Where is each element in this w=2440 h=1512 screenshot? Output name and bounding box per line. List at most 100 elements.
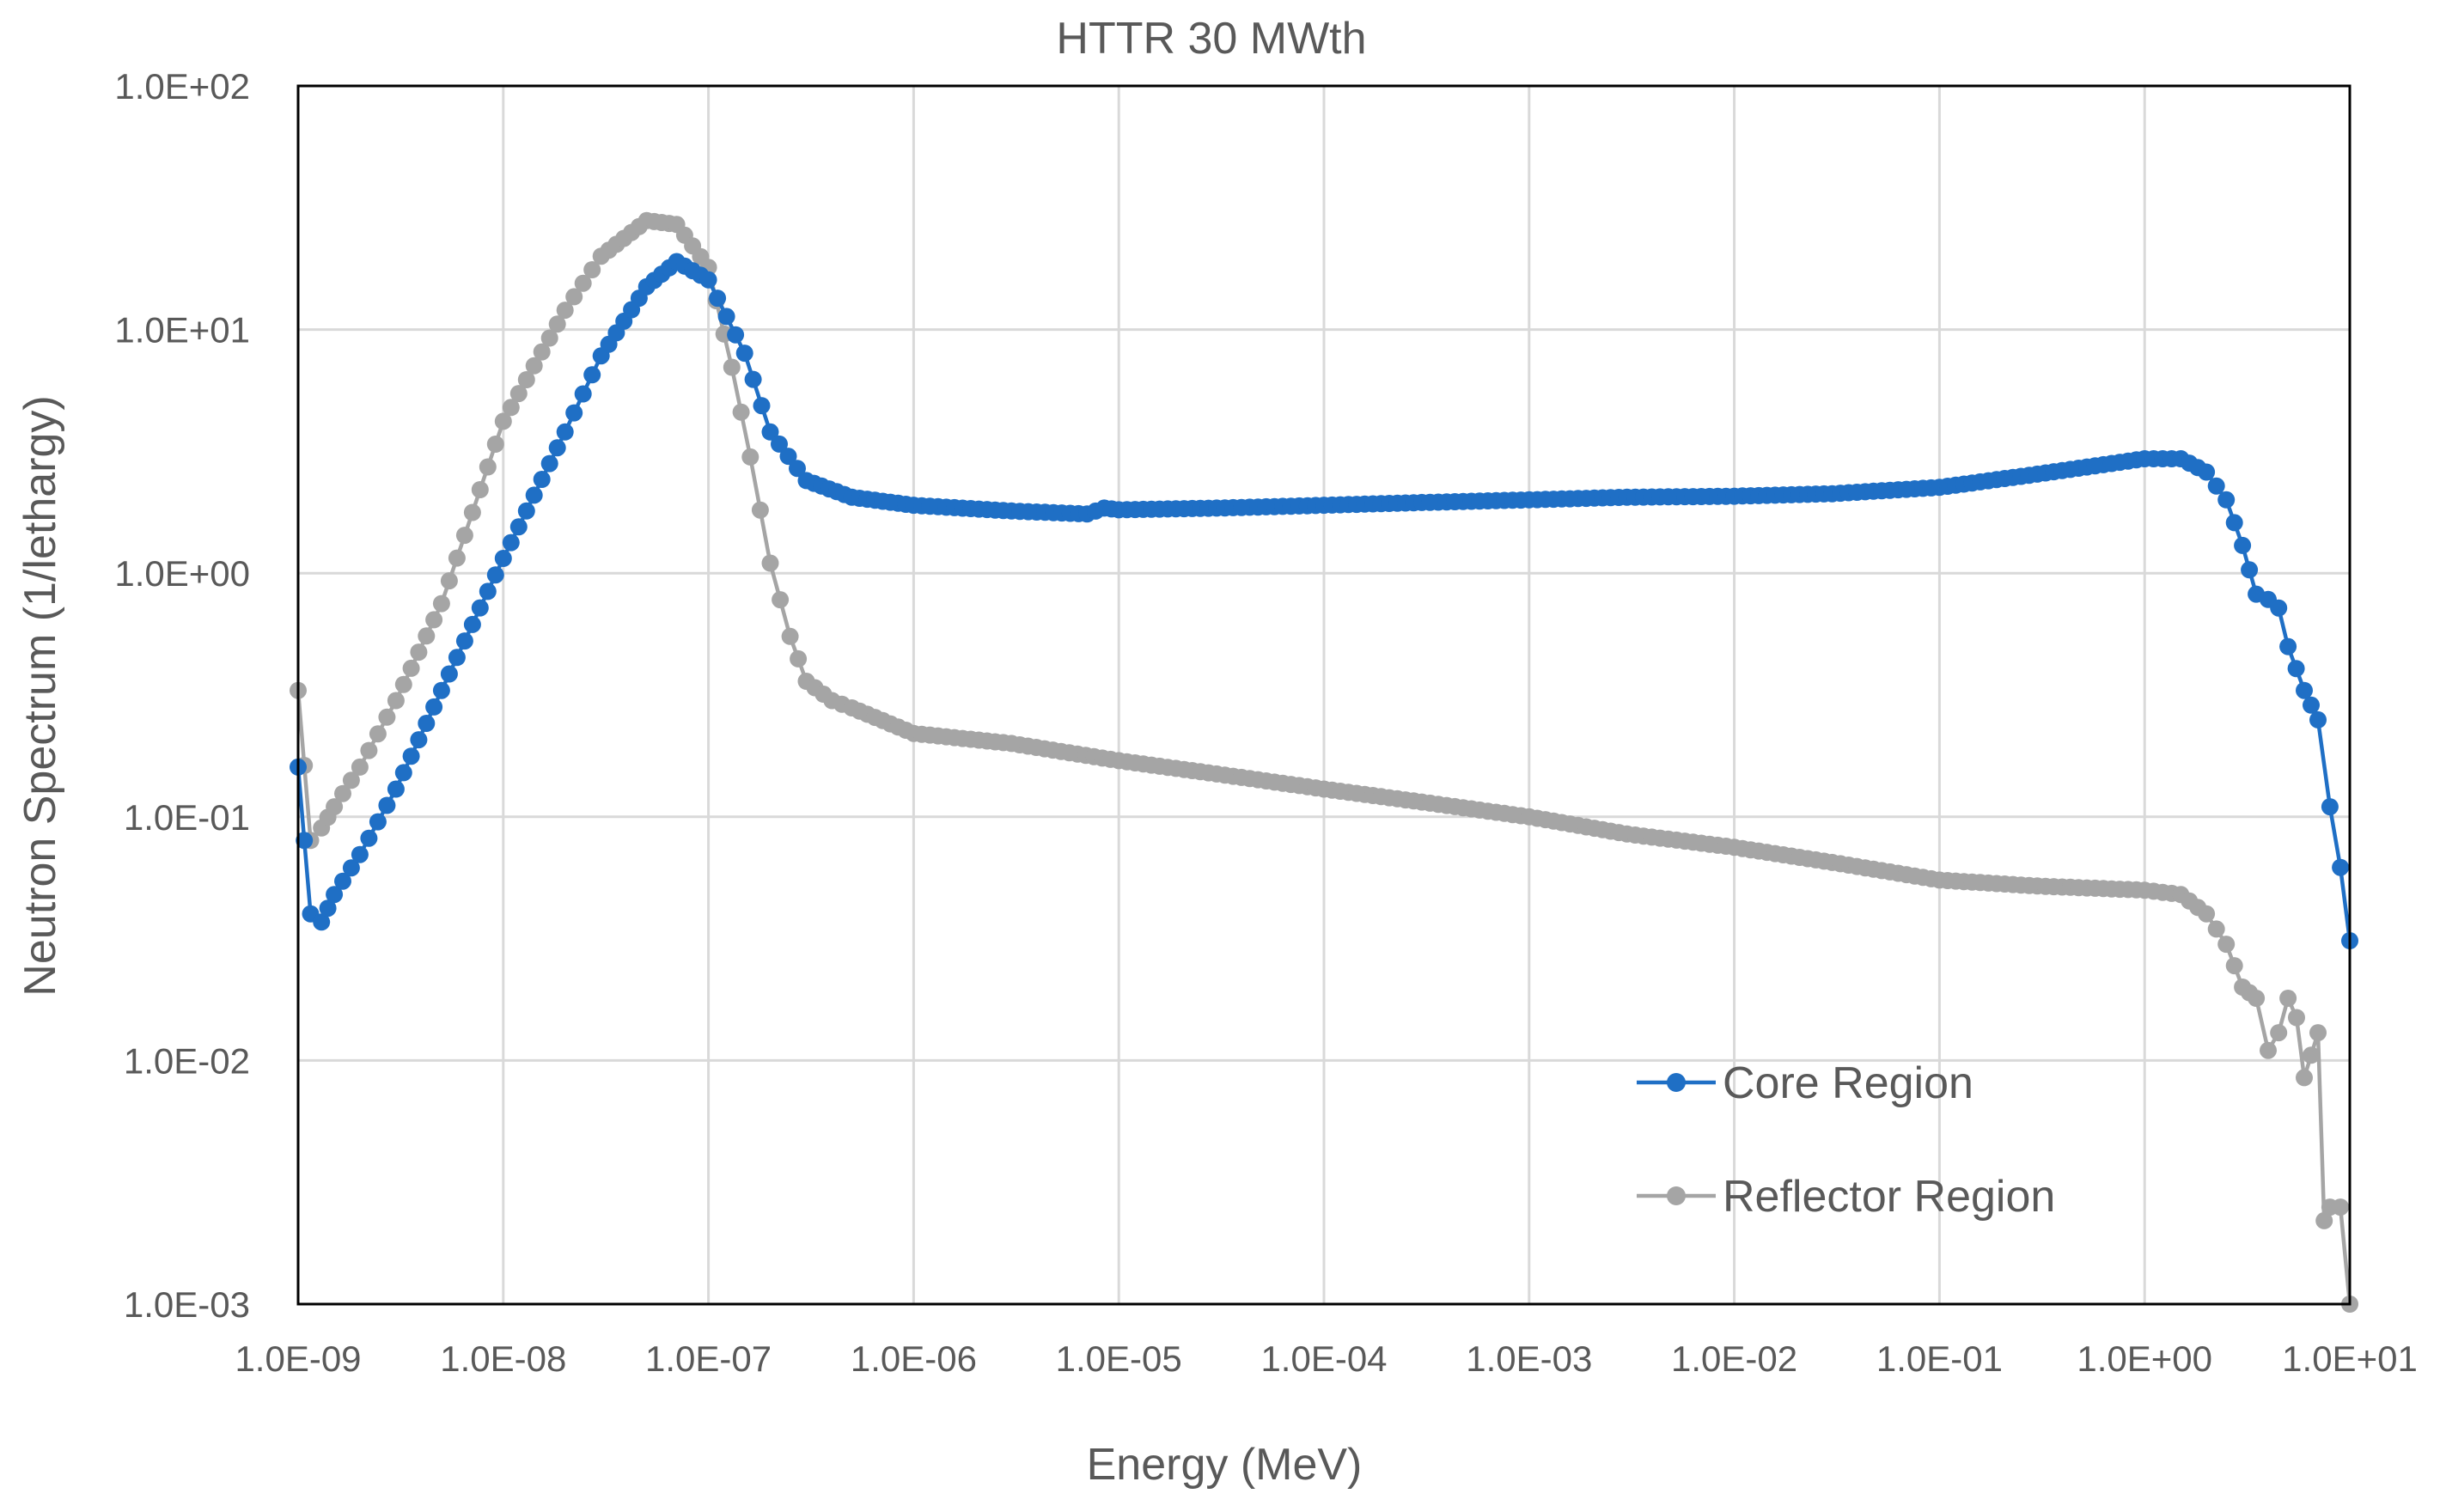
- data-point: [565, 404, 583, 422]
- data-point: [494, 550, 512, 567]
- data-point: [525, 357, 543, 375]
- x-tick-label: 1.0E+01: [2282, 1338, 2418, 1379]
- data-point: [2332, 858, 2350, 876]
- data-point: [2287, 660, 2305, 678]
- legend: Core Region Reflector Region: [1637, 1058, 2055, 1222]
- data-point: [709, 290, 727, 308]
- data-point: [486, 566, 504, 584]
- data-point: [2303, 1046, 2320, 1064]
- data-point: [2309, 1024, 2327, 1042]
- data-point: [2288, 1009, 2305, 1027]
- data-point: [2234, 536, 2252, 554]
- data-point: [509, 385, 528, 403]
- data-point: [574, 274, 592, 292]
- data-point: [732, 403, 750, 421]
- data-point: [2225, 957, 2243, 975]
- data-point: [479, 582, 497, 601]
- data-point: [772, 591, 790, 609]
- y-tick-label: 1.0E+02: [114, 66, 250, 107]
- data-point: [418, 627, 436, 645]
- y-tick-label: 1.0E-01: [124, 797, 250, 838]
- data-point: [2217, 936, 2236, 954]
- data-point: [533, 343, 551, 361]
- x-tick-label: 1.0E-07: [645, 1338, 772, 1379]
- data-point: [540, 454, 558, 472]
- data-point: [761, 554, 779, 572]
- x-tick-label: 1.0E-06: [851, 1338, 977, 1379]
- data-point: [326, 886, 344, 904]
- data-point: [360, 741, 378, 759]
- data-point: [296, 832, 314, 850]
- data-point: [440, 665, 458, 683]
- data-point: [334, 872, 351, 890]
- data-point: [533, 471, 551, 488]
- x-tick-label: 1.0E-01: [1876, 1338, 2003, 1379]
- data-point: [556, 302, 574, 320]
- data-point: [494, 412, 512, 430]
- data-point: [440, 572, 458, 590]
- data-point: [425, 698, 443, 716]
- data-point: [360, 829, 378, 847]
- data-point: [2225, 514, 2243, 532]
- data-point: [471, 481, 489, 498]
- data-point: [313, 913, 331, 931]
- series-core-region: [290, 253, 2358, 949]
- data-point: [387, 780, 405, 798]
- data-point: [779, 448, 797, 466]
- y-tick-label: 1.0E+01: [114, 310, 250, 351]
- data-point: [402, 659, 420, 677]
- data-point: [2315, 1211, 2333, 1229]
- legend-marker-0: [1667, 1073, 1686, 1092]
- data-point: [463, 615, 481, 633]
- plot-area-border: [296, 84, 2352, 1306]
- x-axis-title: Energy (MeV): [1087, 1440, 1363, 1490]
- data-point: [342, 771, 360, 790]
- data-point: [471, 599, 489, 617]
- data-point: [2303, 696, 2320, 714]
- data-point: [2198, 463, 2216, 481]
- data-point: [2260, 1041, 2277, 1059]
- data-point: [2296, 681, 2313, 699]
- data-point: [699, 271, 717, 289]
- x-tick-label: 1.0E-04: [1260, 1338, 1387, 1379]
- x-axis: 1.0E-09 1.0E-08 1.0E-07 1.0E-06 1.0E-05 1.0E-…: [235, 1338, 2417, 1379]
- data-point: [463, 503, 481, 521]
- data-point: [2198, 905, 2216, 923]
- data-point: [2296, 1069, 2313, 1087]
- data-point: [432, 594, 450, 613]
- data-point: [583, 261, 601, 278]
- data-point: [723, 358, 741, 376]
- data-point: [342, 859, 360, 877]
- data-point: [540, 329, 558, 347]
- data-point: [751, 501, 769, 519]
- series-layer: [290, 211, 2358, 1313]
- legend-label-0: Core Region: [1723, 1058, 1973, 1108]
- data-point: [790, 649, 808, 668]
- data-point: [334, 784, 351, 802]
- x-tick-label: 1.0E+00: [2077, 1338, 2212, 1379]
- data-point: [2270, 599, 2288, 617]
- data-point: [326, 798, 344, 816]
- legend-label-1: Reflector Region: [1723, 1172, 2055, 1222]
- data-point: [735, 344, 753, 363]
- data-point: [517, 502, 535, 520]
- data-point: [556, 423, 574, 441]
- data-point: [351, 758, 369, 776]
- data-point: [2332, 1198, 2350, 1216]
- data-point: [761, 423, 779, 441]
- data-point: [2217, 491, 2236, 509]
- data-point: [753, 397, 771, 415]
- data-point: [319, 899, 337, 918]
- x-tick-label: 1.0E-03: [1466, 1338, 1592, 1379]
- y-axis: 1.0E-03 1.0E-02 1.0E-01 1.0E+00 1.0E+01 1.0E+…: [114, 66, 250, 1325]
- y-tick-label: 1.0E+00: [114, 553, 250, 594]
- data-point: [2279, 637, 2297, 655]
- data-point: [410, 731, 428, 749]
- data-point: [548, 439, 566, 457]
- data-point: [2279, 990, 2297, 1007]
- x-tick-label: 1.0E-02: [1671, 1338, 1797, 1379]
- data-point: [410, 643, 428, 662]
- data-point: [781, 627, 799, 645]
- data-point: [744, 370, 762, 388]
- data-point: [369, 725, 387, 743]
